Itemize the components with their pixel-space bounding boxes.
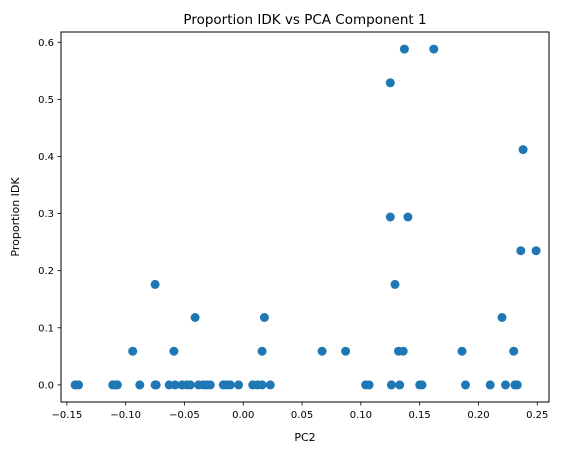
y-tick-label: 0.3 [38,209,54,220]
data-point [385,212,395,222]
data-point [185,380,195,390]
data-point [257,346,267,356]
data-point [429,44,439,54]
data-point [501,380,510,390]
data-point [190,313,200,322]
x-tick-label: 0.15 [409,410,431,421]
data-point [457,346,467,356]
x-tick-label: −0.05 [169,410,200,421]
y-tick-label: 0.1 [38,323,54,334]
data-point [265,380,275,390]
data-point [531,246,541,256]
data-point [151,380,161,390]
y-tick-label: 0.2 [38,266,54,277]
data-point [518,145,528,155]
y-axis-ticks: 0.0 0.1 0.2 0.3 0.4 0.5 0.6 [38,38,61,391]
x-tick-label: −0.15 [52,410,83,421]
data-point [512,380,522,390]
data-point [150,279,160,289]
x-tick-label: 0.00 [232,410,254,421]
data-point [417,380,427,390]
x-axis-ticks: −0.15 −0.10 −0.05 0.00 0.05 0.10 0.15 0.20 0.25 [52,402,548,421]
data-point [169,346,179,356]
data-point [497,313,507,322]
x-tick-label: −0.10 [110,410,141,421]
data-point [395,380,405,390]
data-point [516,246,526,256]
data-point [509,346,519,356]
data-point [259,313,269,322]
data-point [128,346,138,356]
data-point [385,78,395,88]
data-point [135,380,145,390]
y-tick-label: 0.6 [38,38,54,49]
y-tick-label: 0.4 [38,152,54,163]
data-point [485,380,495,390]
plot-frame [60,31,550,403]
data-point [225,380,235,390]
y-tick-label: 0.0 [38,380,54,391]
data-point [257,380,267,390]
x-tick-label: 0.05 [291,410,313,421]
x-tick-label: 0.20 [467,410,489,421]
y-axis-label: Proportion IDK [9,177,22,257]
x-tick-label: 0.10 [350,410,372,421]
data-point [234,380,244,390]
x-tick-label: 0.25 [526,410,548,421]
data-point [170,380,180,390]
data-point [403,212,413,222]
data-point [74,380,84,390]
data-point [398,346,408,356]
data-point [341,346,351,356]
data-point [112,380,122,390]
x-axis-label: PC2 [294,431,315,444]
chart-title: Proportion IDK vs PCA Component 1 [183,12,426,28]
data-point [390,279,400,289]
points-layer [70,44,541,390]
data-point [364,380,374,390]
data-point [399,44,409,54]
data-point [205,380,215,390]
data-point [386,380,396,390]
data-point [461,380,470,390]
y-tick-label: 0.5 [38,95,54,106]
data-point [317,346,327,356]
